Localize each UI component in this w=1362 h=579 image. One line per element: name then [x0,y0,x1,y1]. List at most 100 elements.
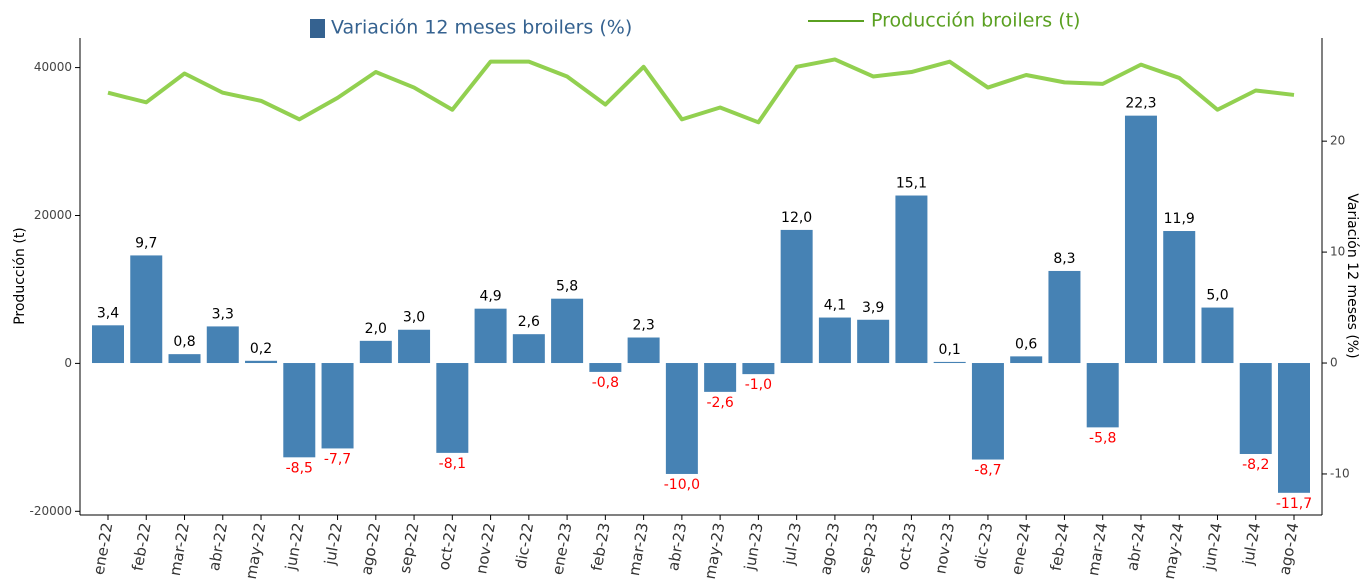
data-label: 0,1 [939,342,961,358]
data-label: 4,9 [479,289,501,305]
x-tick-label: jul-22 [321,521,346,567]
y-tick-label: -20000 [29,504,72,518]
data-label: 22,3 [1125,96,1156,112]
bar [512,334,545,364]
line [107,57,1295,125]
y2-axis-title: Variación 12 meses (%) [1344,193,1360,358]
x-tick-label: jul-23 [780,521,805,567]
x-tick-label: ago-22 [357,521,384,576]
y-tick-label: 0 [64,356,72,370]
data-label: 3,4 [97,305,119,321]
x-tick-label: mar-22 [166,521,193,577]
data-label: 8,3 [1053,251,1075,267]
x-tick-label: jul-24 [1239,521,1264,567]
x-tick-label: ene-22 [90,521,117,576]
bar [551,298,584,364]
bar [359,340,392,364]
x-tick-label: ene-24 [1008,521,1035,576]
y-tick-label: 40000 [34,60,72,74]
bar [627,337,660,364]
data-label: -2,6 [706,395,733,411]
bar [283,363,316,458]
x-tick-label: jun-22 [281,521,307,572]
bar [1201,307,1234,364]
bar [398,329,431,364]
data-label: 3,9 [862,300,884,316]
data-label: 12,0 [781,210,812,226]
bar [742,363,775,375]
x-tick-label: ago-24 [1275,521,1302,576]
bar [780,229,813,364]
bar [474,308,507,364]
bar [933,361,966,364]
data-label: -1,0 [745,377,772,393]
data-label: 4,1 [824,298,846,314]
x-tick-label: jun-24 [1200,521,1226,572]
legend-label: Variación 12 meses broilers (%) [331,17,632,39]
data-label: 2,0 [365,321,387,337]
x-tick-label: oct-23 [894,521,920,571]
x-tick-label: sep-23 [855,521,882,574]
data-label: 5,8 [556,279,578,295]
bar [971,363,1004,460]
x-tick-label: may-23 [701,521,729,579]
bar [1124,115,1157,364]
data-label: 0,8 [173,334,195,350]
x-tick-label: ene-23 [549,521,576,576]
x-tick-label: sep-22 [396,521,423,574]
bar [1048,270,1081,364]
x-tick-label: nov-22 [472,521,499,575]
bar [130,255,163,364]
x-tick-label: may-24 [1160,521,1188,579]
data-label: 0,6 [1015,336,1037,352]
data-label: 2,3 [632,318,654,334]
y-tick-label: 20000 [34,208,72,222]
data-label: 11,9 [1164,211,1195,227]
bar [321,363,354,449]
data-label: 0,2 [250,341,272,357]
data-label: -8,7 [974,463,1001,479]
bar [168,354,201,364]
bar [665,363,698,474]
data-label: 2,6 [518,314,540,330]
bar [1010,356,1043,364]
data-label: 3,0 [403,310,425,326]
y2-tick-label: 10 [1330,245,1345,259]
bar [1163,231,1196,364]
data-label: -8,1 [439,456,466,472]
bar [1086,363,1119,428]
data-label: -5,8 [1089,430,1116,446]
bar [436,363,469,453]
x-tick-label: feb-23 [588,521,614,572]
x-tick-label: may-22 [242,521,270,579]
bar [857,319,890,364]
bar [245,360,278,364]
x-tick-label: dic-22 [511,521,537,570]
legend-label: Producción broilers (t) [871,10,1080,32]
bar [1278,363,1310,493]
bar [704,363,737,392]
y-axis-title: Producción (t) [12,227,28,325]
x-tick-label: mar-24 [1084,521,1111,577]
x-tick-label: abr-22 [205,521,231,572]
x-tick-label: abr-23 [664,521,690,572]
y2-tick-label: 20 [1330,134,1345,148]
data-label: -0,8 [592,375,619,391]
x-tick-label: jun-23 [741,521,767,572]
legend-swatch [310,19,325,38]
data-label: 5,0 [1206,288,1228,304]
y2-tick-label: -10 [1330,466,1350,480]
x-tick-label: dic-23 [971,521,997,570]
bar [92,325,124,364]
bar [206,326,239,364]
x-tick-label: ago-23 [816,521,843,576]
x-tick-label: feb-24 [1047,521,1073,572]
data-label: -7,7 [324,451,351,467]
data-label: -11,7 [1276,496,1312,512]
x-tick-label: mar-23 [625,521,652,577]
bar [818,317,851,364]
y2-tick-label: 0 [1330,356,1338,370]
bar [895,195,928,364]
bar [1239,363,1272,454]
